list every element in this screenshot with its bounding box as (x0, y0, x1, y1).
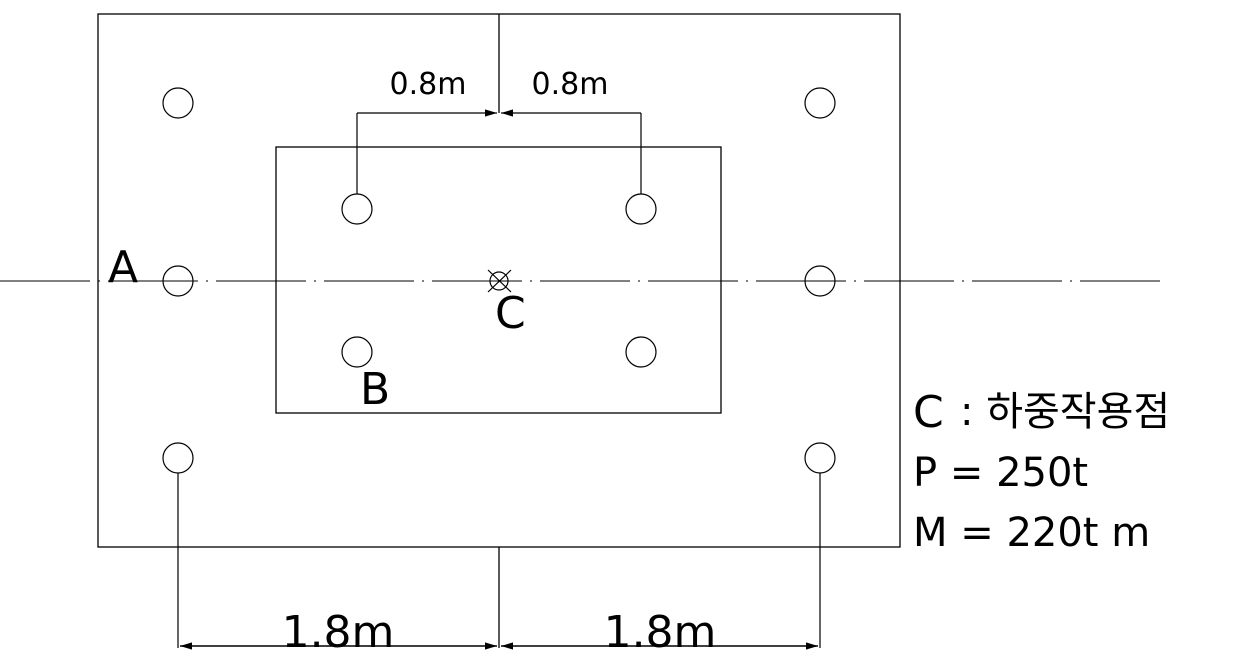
legend-m: M = 220t m (913, 510, 1150, 556)
pile-inner-top-left (341, 193, 373, 225)
pile-outer-mid-left (162, 265, 194, 297)
pile-outer-bottom-right (804, 442, 836, 474)
pile-inner-bottom-right (625, 336, 657, 368)
pile-outer-mid-right (804, 265, 836, 297)
pile-inner-bottom-left (341, 336, 373, 368)
legend-p: P = 250t (913, 450, 1088, 496)
top-left-dimension: 0.8m (390, 67, 467, 102)
pile-outer-bottom-left (162, 442, 194, 474)
legend-c-text: : 하중작용점 (960, 389, 1170, 435)
load-point-icon (487, 269, 512, 293)
inner-column (275, 146, 722, 414)
bottom-left-dimension: 1.8m (282, 607, 395, 658)
label-b: B (360, 364, 390, 415)
legend-c-symbol: C (913, 387, 944, 438)
label-a: A (108, 242, 138, 293)
bottom-right-dimension: 1.8m (604, 607, 717, 658)
top-right-dimension: 0.8m (532, 67, 609, 102)
pile-outer-top-right (804, 87, 836, 119)
pile-inner-top-right (625, 193, 657, 225)
label-c: C (495, 288, 526, 339)
pile-outer-top-left (162, 87, 194, 119)
